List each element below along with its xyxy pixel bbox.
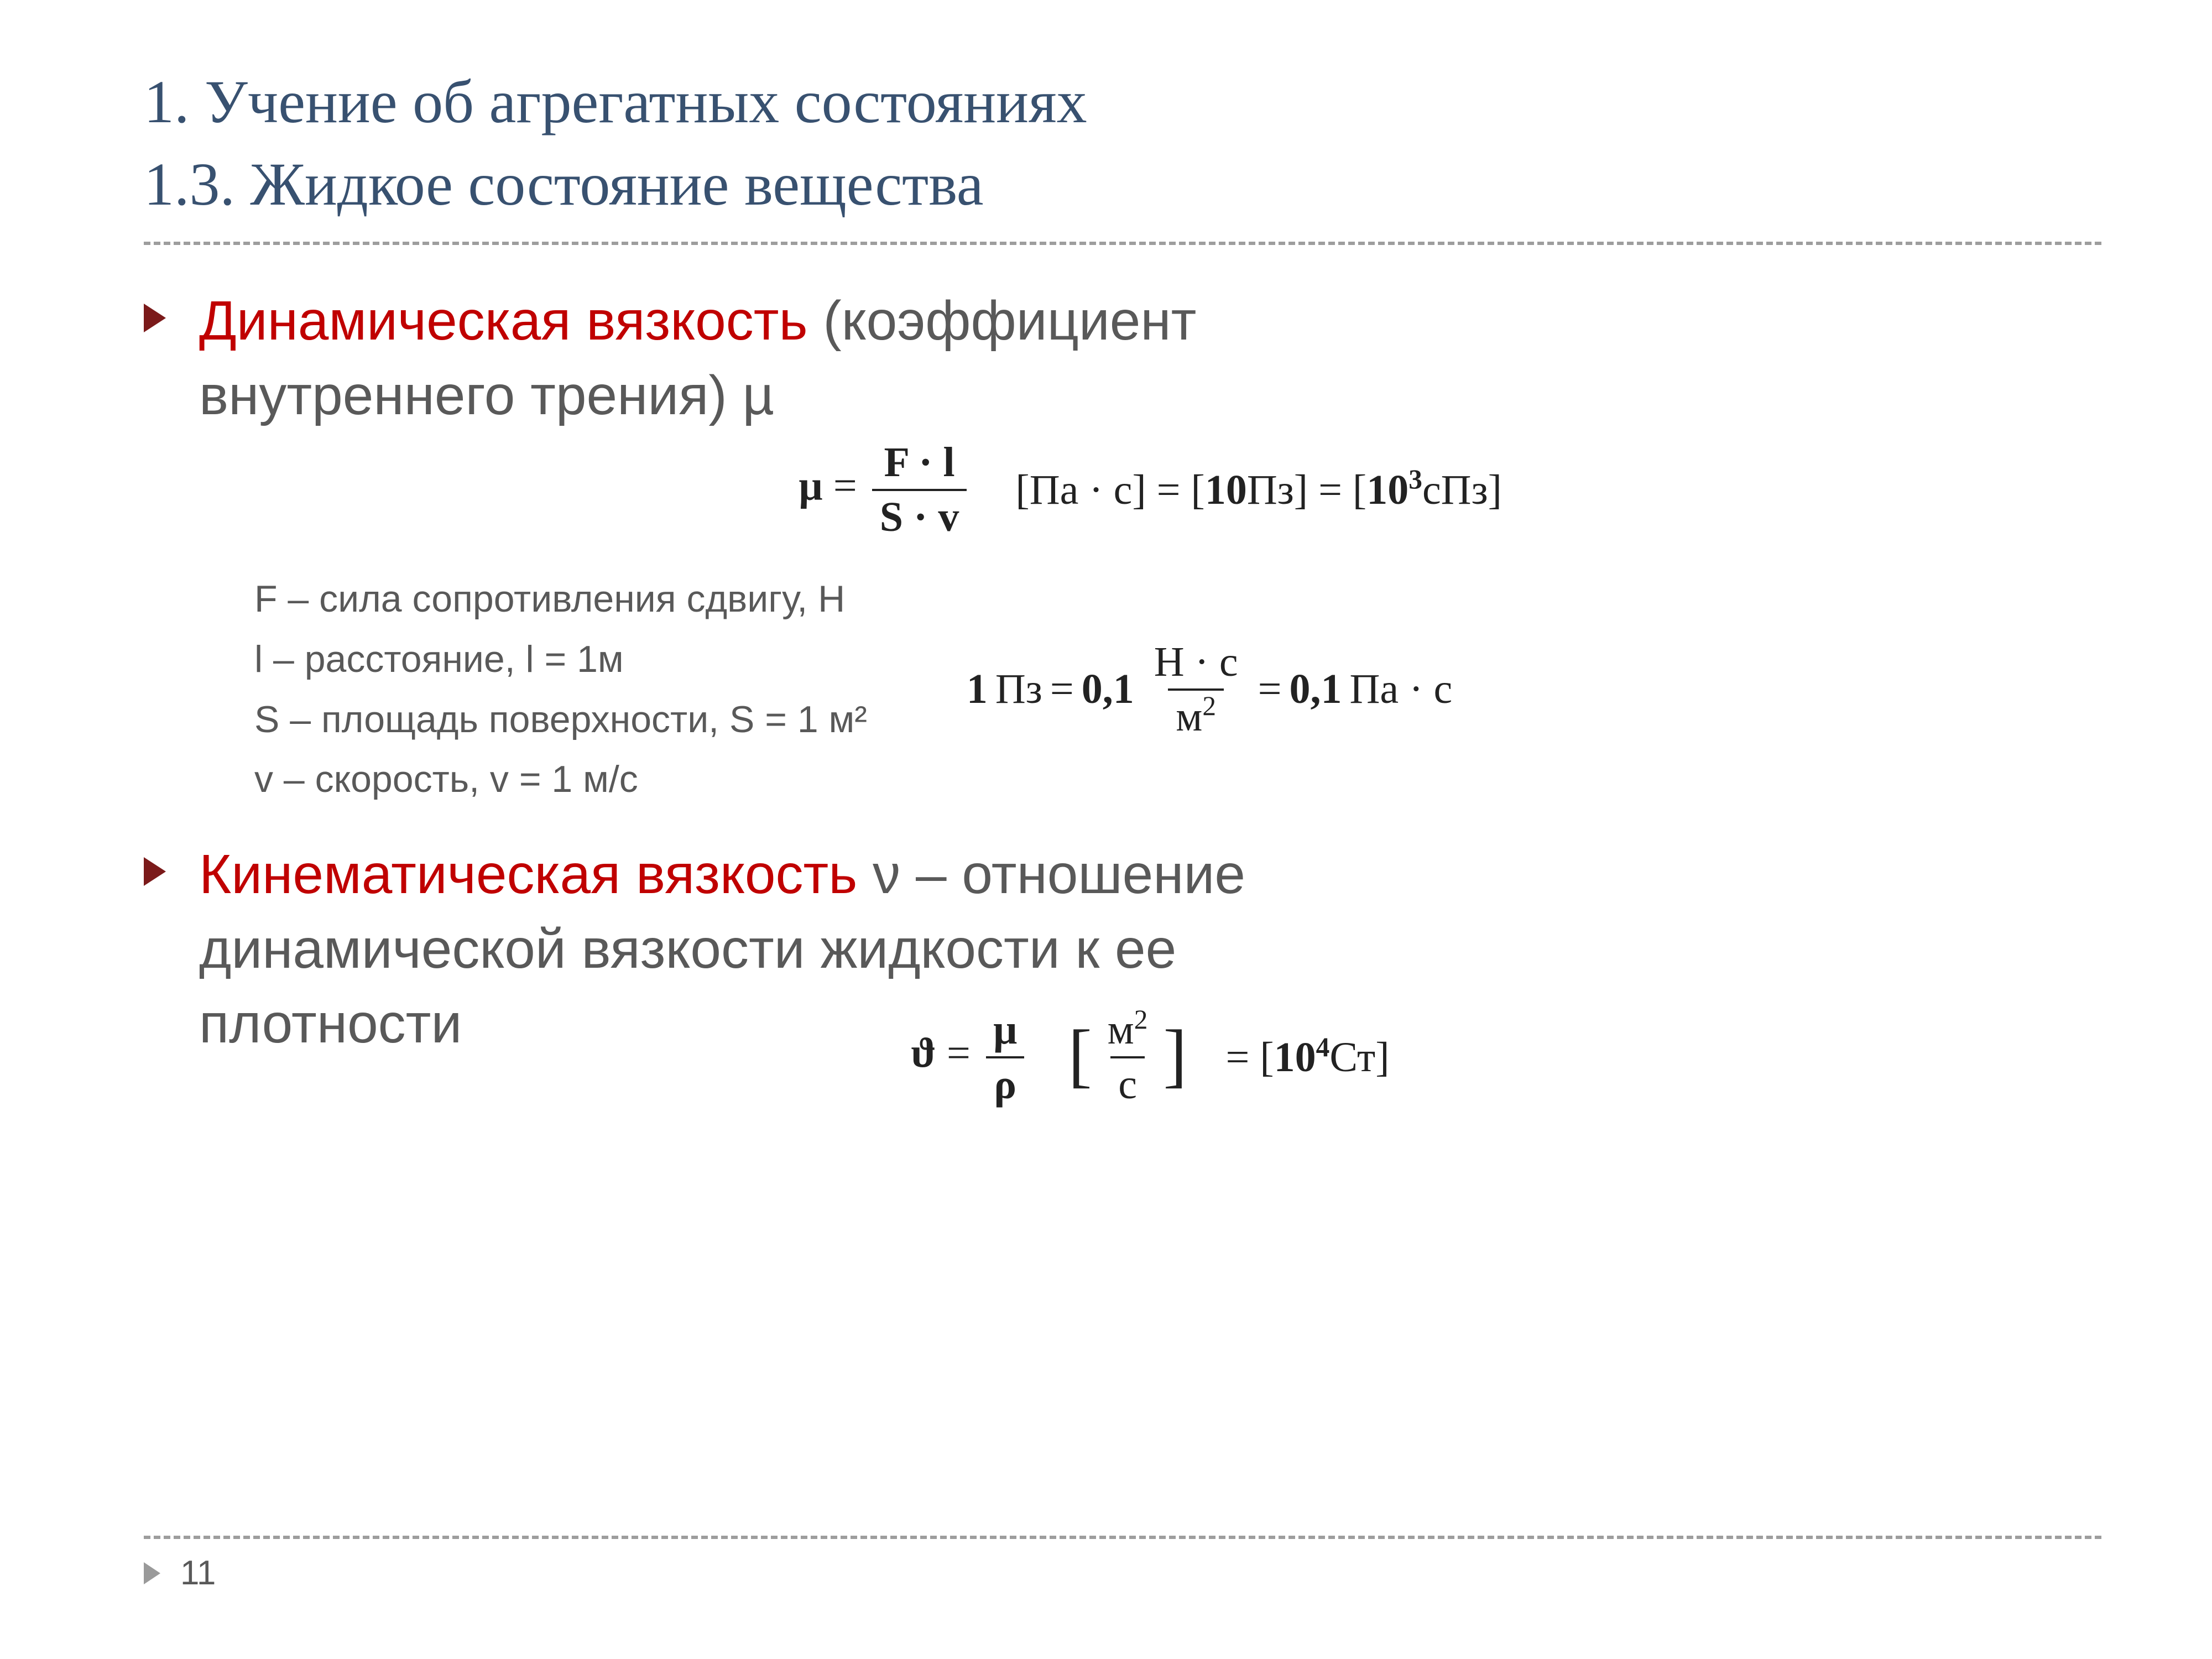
bullet-2-rest2: динамической вязкости жидкости к ее (199, 918, 1176, 980)
mu-units: [Па · с] = [10Пз] = [103сПз] (1015, 466, 1502, 514)
mu-fraction: F · l S · v (872, 439, 967, 541)
mu-den: S · v (872, 489, 967, 541)
slide-footer: 11 (144, 1536, 2101, 1593)
bullet-marker-icon (144, 304, 166, 332)
variable-defs: F – сила сопротивления сдвигу, Н l – рас… (254, 569, 867, 810)
mu-num: F · l (877, 439, 963, 489)
footer-row: 11 (144, 1553, 2101, 1593)
nu-unit-bracket: м2 с (1068, 1006, 1187, 1109)
mu-unit1: Па · с (1030, 467, 1133, 513)
bullet-2: Кинематическая вязкость ν – отношение ди… (144, 837, 2101, 1109)
poise-lhs-coef: 1 (967, 665, 988, 713)
def-v: v – скорость, v = 1 м/с (254, 749, 867, 810)
mu-unit2-unit: Пз (1247, 467, 1294, 513)
heading-divider (144, 242, 2101, 245)
footer-marker-icon (144, 1562, 160, 1584)
heading-line1: 1. Учение об агрегатных состояниях (144, 68, 1087, 135)
bullets: Динамическая вязкость (коэффициент внутр… (144, 284, 2101, 1109)
page-number: 11 (180, 1553, 216, 1593)
poise-mid-coef: 0,1 (1082, 665, 1134, 713)
poise-mid-frac: Н · с м2 (1146, 638, 1246, 741)
bullet-1-term: Динамическая вязкость (199, 290, 808, 352)
mu-unit3-coef: 103 (1366, 467, 1422, 513)
poise-mid-num: Н · с (1146, 638, 1246, 688)
bullet-1-text: Динамическая вязкость (коэффициент внутр… (199, 284, 2101, 433)
poise-rhs-unit: Па · с (1350, 665, 1453, 713)
poise-conversion: 1 Пз = 0,1 Н · с м2 = 0,1Па · с (967, 638, 1452, 741)
poise-lhs-unit: Пз (995, 665, 1042, 713)
bullet-marker-icon (144, 857, 166, 886)
nu-symbol: ϑ (911, 1030, 936, 1077)
def-S: S – площадь поверхности, S = 1 м² (254, 690, 867, 750)
bullet-1-rest1: (коэффициент (808, 290, 1197, 352)
mu-unit3-unit: сПз (1422, 467, 1488, 513)
defs-block: F – сила сопротивления сдвигу, Н l – рас… (254, 569, 2101, 810)
poise-rhs-coef: 0,1 (1290, 665, 1342, 713)
bullet-2-term: Кинематическая вязкость (199, 843, 857, 905)
nu-den: ρ (986, 1056, 1024, 1109)
bullet-2-rest3: плотности (199, 993, 462, 1055)
bullet-1: Динамическая вязкость (коэффициент внутр… (144, 284, 2101, 810)
slide-root: 1. Учение об агрегатных состояниях 1.3. … (0, 0, 2212, 1659)
heading-line2: 1.3. Жидкое состояние вещества (144, 150, 984, 218)
poise-mid-den: м2 (1168, 688, 1224, 741)
nu-fraction: µ ρ (985, 1006, 1025, 1109)
bullet-2-rest1: ν – отношение (857, 843, 1245, 905)
bullet-1-rest2: внутреннего трения) µ (199, 364, 774, 426)
mu-symbol: µ (799, 462, 823, 509)
nu-num: µ (985, 1006, 1025, 1056)
def-l: l – расстояние, l = 1м (254, 629, 867, 690)
formula-nu: ϑ = µ ρ м2 с = [104Ст] (199, 1006, 2101, 1109)
mu-unit2-coef: 10 (1205, 467, 1247, 513)
formula-mu: µ = F · l S · v [Па · с] = [10Пз] = [103… (199, 439, 2101, 541)
def-F: F – сила сопротивления сдвигу, Н (254, 569, 867, 629)
footer-divider (144, 1536, 2101, 1539)
slide-heading: 1. Учение об агрегатных состояниях 1.3. … (144, 61, 2101, 225)
